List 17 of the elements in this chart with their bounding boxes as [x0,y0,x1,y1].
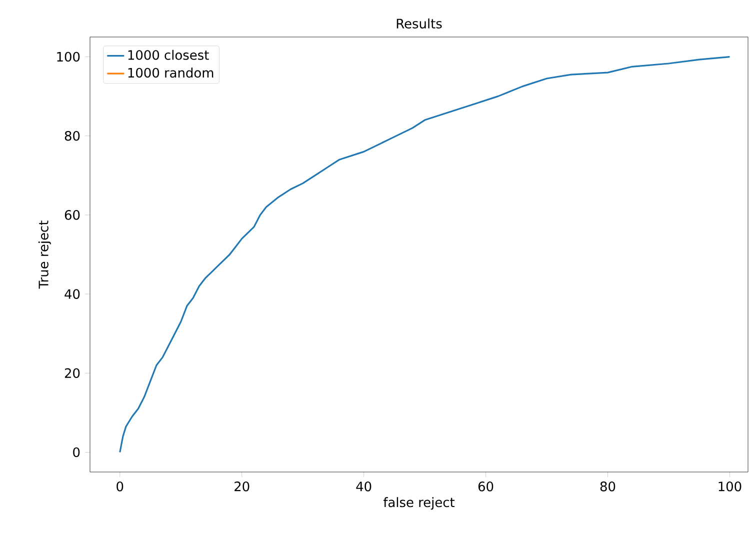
x-tick-label: 100 [718,482,742,492]
y-tick-label: 100 [57,52,80,62]
y-tick-label: 60 [64,210,80,220]
chart-title: Results [396,18,442,29]
x-tick-label: 20 [234,482,250,492]
y-axis-title: True reject [38,220,51,289]
legend-label: 1000 random [128,68,214,78]
y-tick-label: 20 [64,368,80,378]
y-tick-label: 40 [64,289,80,299]
x-tick-label: 60 [478,482,494,492]
x-tick-label: 80 [600,482,616,492]
y-tick-label: 80 [64,130,80,141]
x-axis-title: false reject [383,497,455,510]
y-tick-label: 0 [73,447,80,458]
x-tick-label: 40 [356,482,372,492]
legend-label: 1000 closest [128,50,209,60]
x-tick-label: 0 [116,482,124,492]
